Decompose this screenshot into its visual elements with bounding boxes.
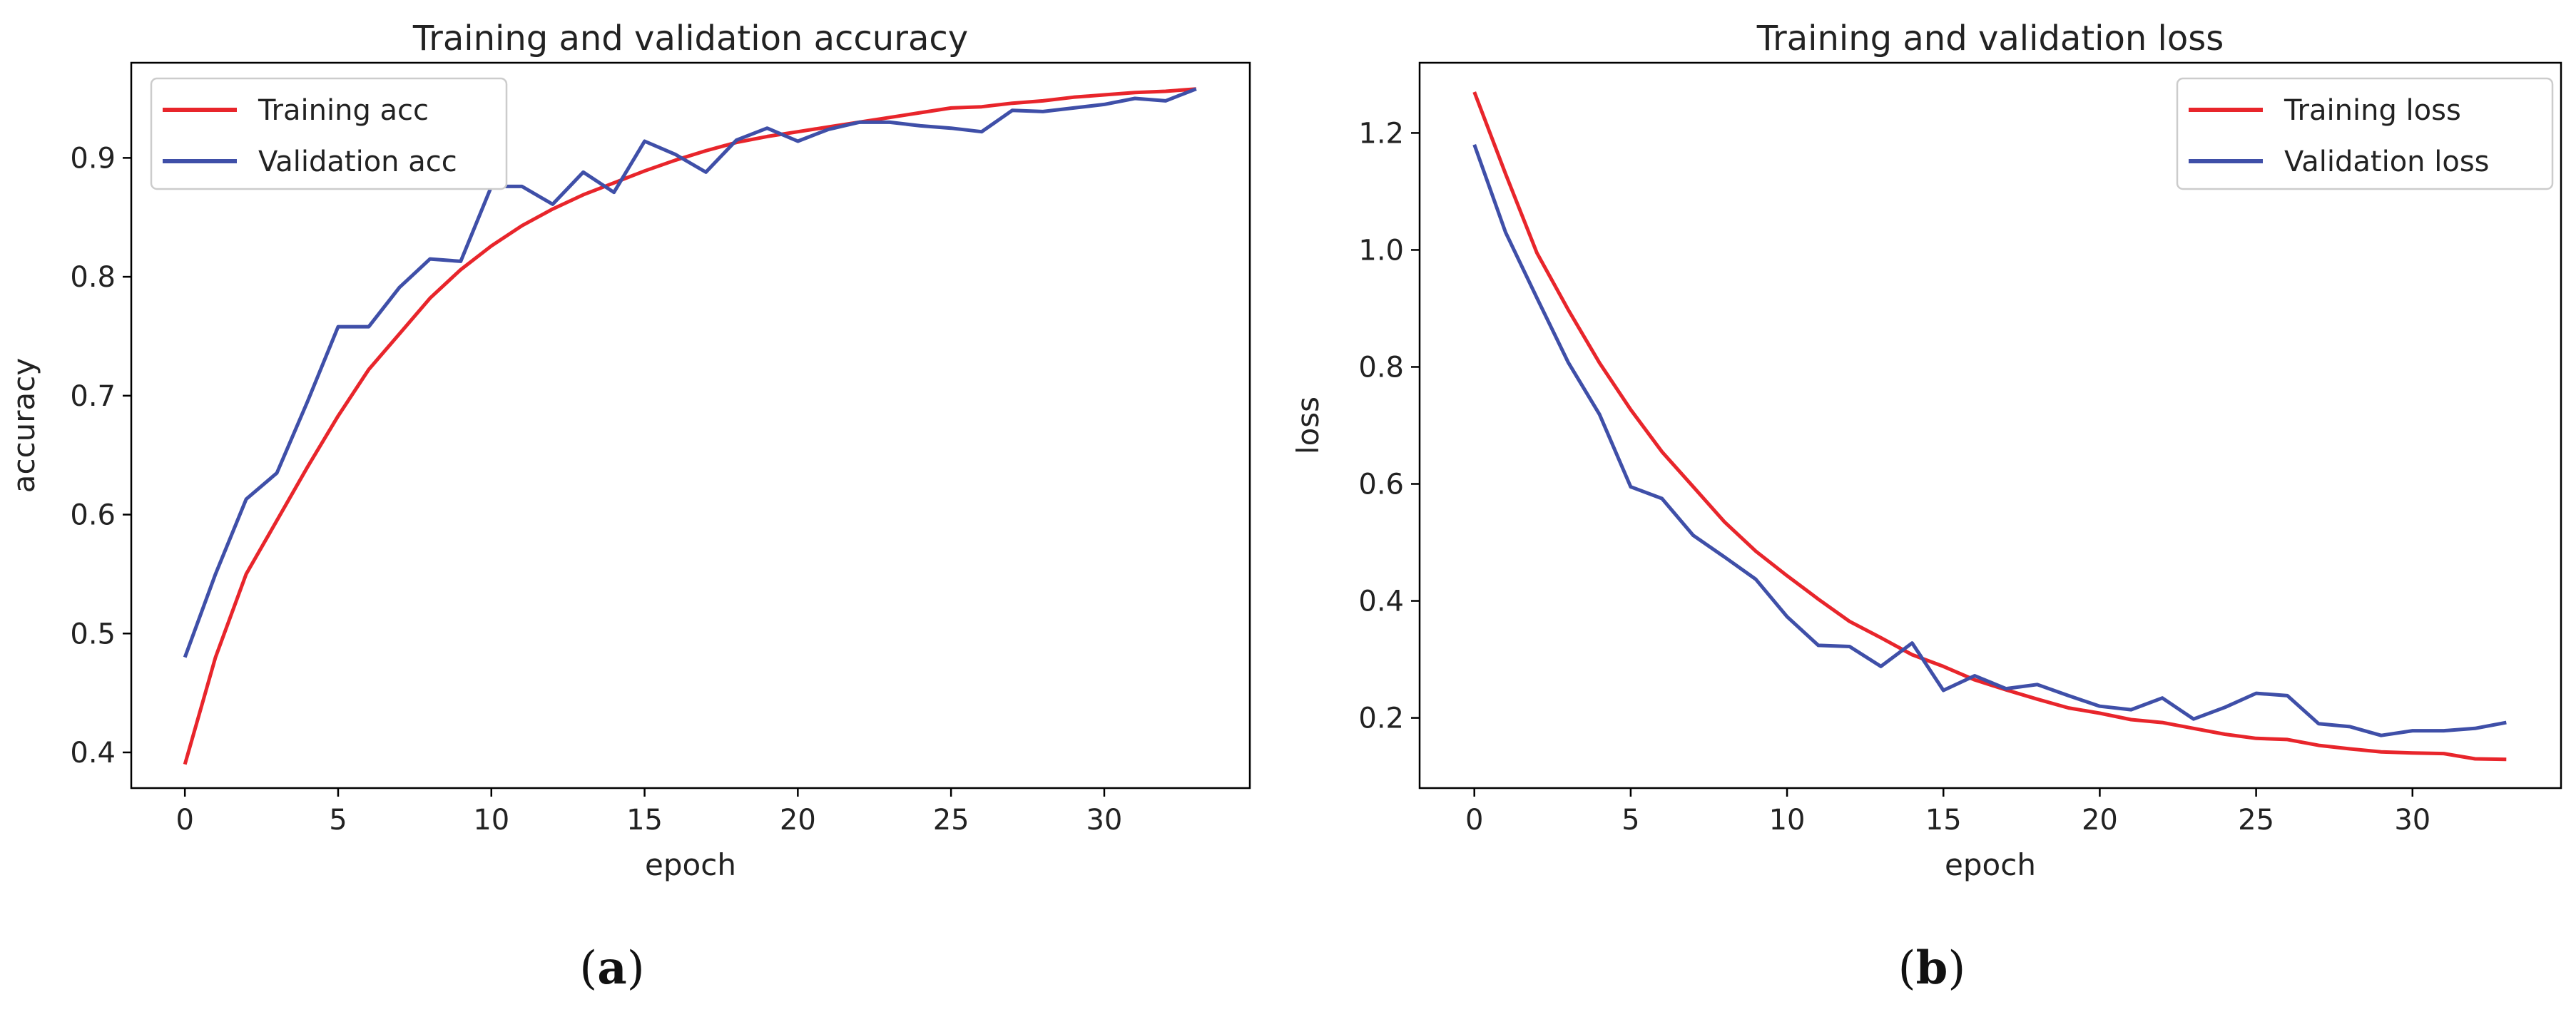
x-tick-label: 25 [933,804,969,837]
plot-frame [130,61,1251,790]
y-tick-label: 0.7 [70,380,116,413]
x-tick-label: 5 [329,804,347,837]
series-line-0 [1472,91,2507,762]
y-tick-label: 0.6 [1358,469,1404,501]
legend-label-0: Training acc [258,94,429,127]
x-tick-label: 0 [1465,804,1483,837]
y-tick-label: 1.0 [1358,234,1404,267]
y-tick-label: 0.5 [70,618,116,650]
legend-box [2176,77,2554,190]
y-tick-label: 0.2 [1358,702,1404,735]
accuracy-chart: Training and validation accuracy 0 5 10 15 20… [6,19,1251,882]
y-tick-label: 0.9 [70,142,116,175]
loss-chart-panel: Training and validation loss 0 5 10 15 20 25 30… [1277,0,2576,1027]
caption-a-letter: a [597,941,627,995]
y-tick-label: 1.2 [1358,117,1404,150]
x-axis-label: epoch [1945,847,2036,882]
caption-a: (a) [579,941,645,995]
legend-label-1: Validation acc [258,145,457,178]
legend-label-1: Validation loss [2284,145,2490,178]
x-tick-label: 20 [780,804,816,837]
accuracy-chart-panel: Training and validation accuracy 0 5 10 15 20… [0,0,1277,1027]
y-tick-label: 0.6 [70,499,116,532]
y-axis-label: accuracy [6,358,41,494]
series-line-0 [183,87,1196,765]
chart-title: Training and validation loss [1756,19,2224,58]
legend-label-0: Training loss [2284,94,2461,127]
plot-frame [1418,61,2562,790]
x-tick-label: 30 [2394,804,2430,837]
caption-b-letter: b [1915,941,1948,995]
x-tick-label: 10 [473,804,509,837]
caption-b: (b) [1898,941,1966,995]
x-tick-label: 25 [2238,804,2274,837]
y-tick-label: 0.4 [70,737,116,770]
y-axis-label: loss [1290,397,1325,454]
x-tick-label: 20 [2082,804,2118,837]
y-tick-label: 0.8 [70,261,116,294]
x-tick-label: 0 [175,804,193,837]
series-line-1 [183,87,1197,658]
chart-title: Training and validation accuracy [412,19,968,58]
y-tick-label: 0.8 [1358,351,1404,384]
x-tick-label: 5 [1622,804,1639,837]
x-tick-label: 10 [1769,804,1806,837]
y-tick-label: 0.4 [1358,586,1404,618]
series-line-1 [1472,143,2507,737]
x-tick-label: 15 [1925,804,1962,837]
x-tick-label: 15 [626,804,663,837]
legend-box [150,77,508,190]
x-tick-label: 30 [1086,804,1122,837]
x-axis-label: epoch [645,847,736,882]
loss-chart: Training and validation loss 0 5 10 15 20 25 30… [1290,19,2562,882]
